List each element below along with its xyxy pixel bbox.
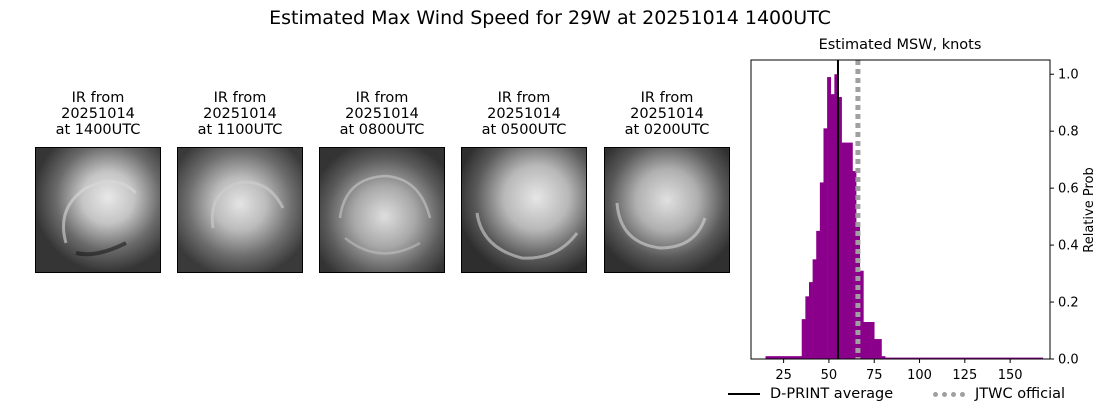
histogram-bars — [765, 74, 1044, 360]
ir-panel-3: IR from 20251014 at 0800UTC — [312, 90, 452, 273]
x-tick-label: 75 — [866, 368, 883, 383]
y-tick-label: 0.8 — [1058, 125, 1079, 140]
histogram-bar-19 — [866, 321, 871, 359]
histogram-bar-23 — [881, 356, 886, 359]
histogram-bar-16 — [856, 222, 861, 359]
legend-item-dprint: D-PRINT average — [728, 386, 893, 402]
ir-satellite-image — [319, 147, 445, 273]
x-tick-label: 150 — [998, 368, 1023, 383]
histogram-bar-11 — [837, 97, 842, 360]
histogram-bar-24 — [885, 357, 1044, 359]
ir-panel-2: IR from 20251014 at 1100UTC — [170, 90, 310, 273]
ir-satellite-image — [35, 147, 161, 273]
ir-panel-1: IR from 20251014 at 1400UTC — [28, 90, 168, 273]
histogram-bar-2 — [805, 296, 810, 359]
histogram-bar-22 — [877, 339, 882, 359]
y-axis-label: Relative Prob — [1082, 167, 1097, 252]
histogram-chart: Estimated MSW, knots 25 50 75 100 125 150 0.0… — [750, 37, 1097, 383]
histogram-bar-0 — [765, 356, 803, 359]
histogram-bar-17 — [859, 270, 864, 359]
figure-title: Estimated Max Wind Speed for 29W at 2025… — [269, 7, 831, 29]
x-tick-label: 125 — [952, 368, 977, 383]
legend-swatch-dotted — [933, 391, 965, 397]
histogram-bar-9 — [830, 94, 835, 360]
histogram-bar-1 — [801, 319, 806, 359]
y-tick-label: 0.6 — [1058, 182, 1079, 197]
chart-legend: D-PRINT average JTWC official — [728, 386, 1088, 408]
y-axis-ticks: 0.0 0.2 0.4 0.6 0.8 1.0 — [1050, 68, 1079, 368]
histogram-bar-20 — [870, 321, 875, 359]
histogram-bar-14 — [848, 142, 853, 359]
x-tick-label: 25 — [775, 368, 792, 383]
ir-panel-title: IR from 20251014 at 0200UTC — [624, 90, 710, 138]
ir-panel-title: IR from 20251014 at 0800UTC — [339, 90, 425, 138]
y-tick-label: 0.4 — [1058, 239, 1079, 254]
histogram-bar-4 — [812, 259, 817, 359]
ir-satellite-image — [177, 147, 303, 273]
axes-frame — [750, 59, 1051, 360]
y-tick-label: 0.2 — [1058, 296, 1079, 311]
ir-panel-4: IR from 20251014 at 0500UTC — [454, 90, 594, 273]
histogram-bar-8 — [827, 77, 832, 360]
ir-satellite-image — [604, 147, 730, 273]
histogram-bar-10 — [834, 74, 839, 359]
histogram-bar-21 — [874, 339, 879, 359]
ir-panel-title: IR from 20251014 at 0500UTC — [481, 90, 567, 138]
ir-satellite-image — [461, 147, 587, 273]
legend-swatch-solid — [728, 393, 760, 395]
legend-label: D-PRINT average — [770, 386, 894, 402]
histogram-bar-12 — [841, 142, 846, 359]
legend-label: JTWC official — [975, 386, 1066, 402]
y-tick-label: 1.0 — [1058, 68, 1079, 83]
histogram-bar-5 — [816, 230, 821, 359]
histogram-bar-6 — [819, 182, 824, 359]
ir-panel-5: IR from 20251014 at 0200UTC — [597, 90, 737, 273]
histogram-bar-7 — [823, 128, 828, 359]
x-tick-label: 100 — [907, 368, 932, 383]
reference-lines — [836, 60, 861, 359]
histogram-bar-15 — [852, 171, 857, 359]
ir-panel-title: IR from 20251014 at 1400UTC — [55, 90, 141, 138]
x-tick-label: 50 — [821, 368, 838, 383]
histogram-bar-13 — [845, 142, 850, 359]
histogram-bar-18 — [863, 321, 868, 359]
ir-panel-title: IR from 20251014 at 1100UTC — [197, 90, 283, 138]
y-tick-label: 0.0 — [1058, 353, 1079, 368]
legend-item-jtwc: JTWC official — [933, 386, 1065, 402]
x-axis-ticks: 25 50 75 100 125 150 — [775, 359, 1023, 383]
histogram-bar-3 — [808, 282, 813, 359]
chart-title: Estimated MSW, knots — [819, 37, 982, 53]
